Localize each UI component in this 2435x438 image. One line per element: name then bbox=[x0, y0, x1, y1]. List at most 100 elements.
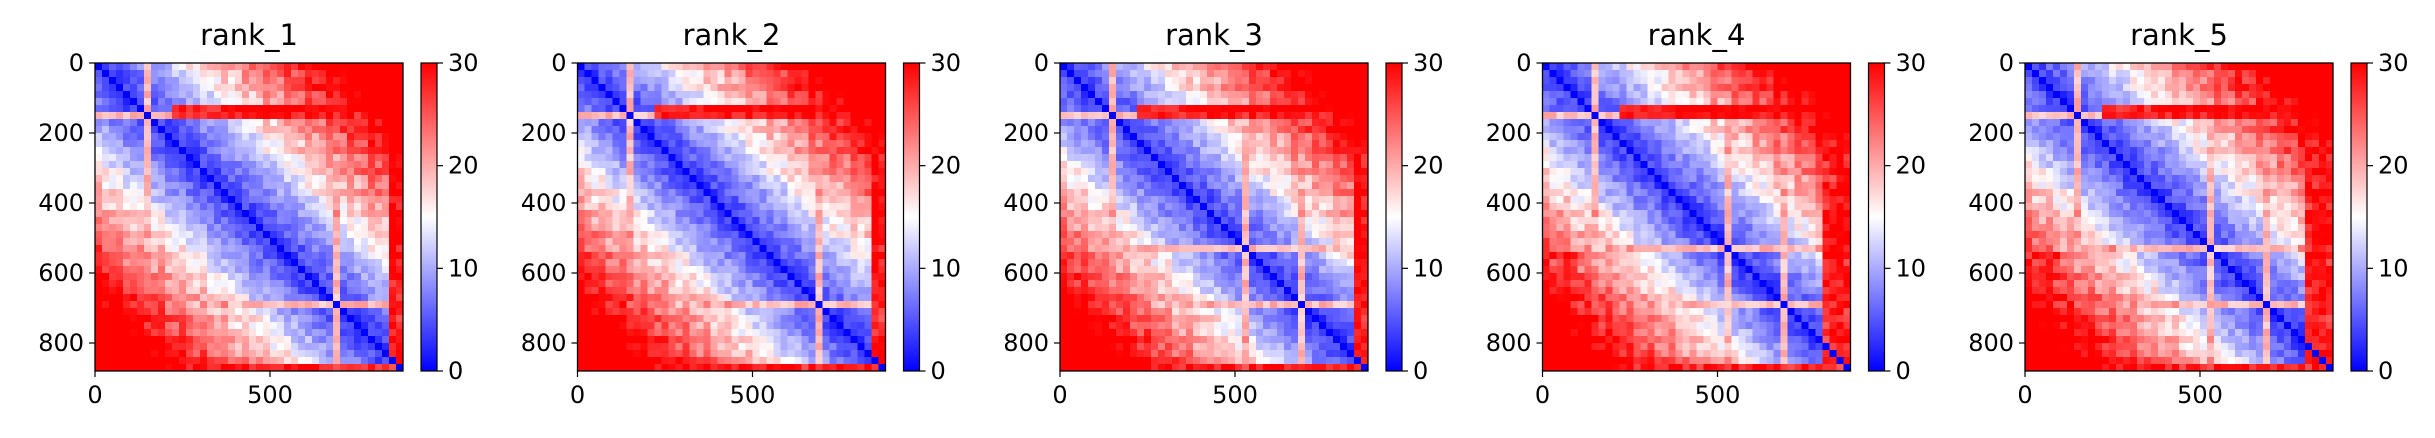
heatmap-cell bbox=[1067, 168, 1075, 176]
heatmap-cell bbox=[396, 315, 404, 323]
heatmap-cell bbox=[1151, 175, 1159, 183]
heatmap-cell bbox=[102, 336, 110, 344]
heatmap-cell bbox=[633, 357, 641, 365]
heatmap-cell bbox=[172, 91, 180, 99]
heatmap-cell bbox=[724, 217, 732, 225]
heatmap-cell bbox=[1256, 196, 1264, 204]
heatmap-cell bbox=[878, 105, 886, 113]
heatmap-cell bbox=[794, 343, 802, 351]
heatmap-cell bbox=[123, 112, 131, 120]
heatmap-cell bbox=[801, 98, 809, 106]
heatmap-cell bbox=[221, 364, 229, 372]
heatmap-cell bbox=[759, 329, 767, 337]
heatmap-cell bbox=[696, 77, 704, 85]
heatmap-cell bbox=[1151, 119, 1159, 127]
heatmap-cell bbox=[1277, 112, 1285, 120]
heatmap-cell bbox=[829, 182, 837, 190]
heatmap-cell bbox=[151, 224, 159, 232]
heatmap-cell bbox=[396, 91, 404, 99]
heatmap-cell bbox=[165, 357, 173, 365]
heatmap-cell bbox=[1074, 231, 1082, 239]
heatmap-cell bbox=[116, 308, 124, 316]
heatmap-cell bbox=[1340, 203, 1348, 211]
heatmap-cell bbox=[130, 196, 138, 204]
heatmap-cell bbox=[1298, 175, 1306, 183]
heatmap-cell bbox=[661, 203, 669, 211]
heatmap-cell bbox=[1116, 161, 1124, 169]
heatmap-cell bbox=[822, 343, 830, 351]
heatmap-cell bbox=[144, 77, 152, 85]
heatmap-cell bbox=[347, 329, 355, 337]
heatmap-cell bbox=[626, 287, 634, 295]
y-tick-label: 800 bbox=[38, 329, 84, 357]
heatmap-cell bbox=[850, 175, 858, 183]
heatmap-cell bbox=[598, 231, 606, 239]
heatmap-cell bbox=[270, 336, 278, 344]
heatmap-cell bbox=[361, 196, 369, 204]
heatmap-cell bbox=[361, 259, 369, 267]
heatmap-cell bbox=[591, 84, 599, 92]
heatmap-cell bbox=[130, 350, 138, 358]
heatmap-cell bbox=[95, 133, 103, 141]
heatmap-cell bbox=[256, 336, 264, 344]
heatmap-cell bbox=[242, 126, 250, 134]
heatmap-cell bbox=[172, 105, 180, 113]
heatmap-cell bbox=[878, 329, 886, 337]
heatmap-cell bbox=[200, 350, 208, 358]
heatmap-cell bbox=[340, 147, 348, 155]
heatmap-cell bbox=[668, 217, 676, 225]
heatmap-cell bbox=[375, 154, 383, 162]
heatmap-cell bbox=[815, 329, 823, 337]
heatmap-cell bbox=[214, 196, 222, 204]
heatmap-cell bbox=[787, 140, 795, 148]
heatmap-cell bbox=[144, 91, 152, 99]
heatmap-cell bbox=[270, 301, 278, 309]
heatmap-cell bbox=[1144, 196, 1152, 204]
heatmap-cell bbox=[172, 336, 180, 344]
heatmap-cell bbox=[633, 105, 641, 113]
heatmap-cell bbox=[193, 259, 201, 267]
heatmap-cell bbox=[1081, 84, 1089, 92]
heatmap-cell bbox=[703, 280, 711, 288]
heatmap-cell bbox=[759, 280, 767, 288]
heatmap-cell bbox=[200, 315, 208, 323]
heatmap-cell bbox=[1179, 63, 1187, 71]
heatmap-cell bbox=[326, 350, 334, 358]
heatmap-cell bbox=[137, 154, 145, 162]
heatmap-cell bbox=[626, 140, 634, 148]
heatmap-cell bbox=[843, 105, 851, 113]
heatmap-cell bbox=[633, 224, 641, 232]
heatmap-cell bbox=[298, 273, 306, 281]
heatmap-cell bbox=[179, 112, 187, 120]
heatmap-cell bbox=[207, 161, 215, 169]
y-tick-label: 800 bbox=[521, 329, 567, 357]
heatmap-cell bbox=[221, 133, 229, 141]
heatmap-cell bbox=[815, 357, 823, 365]
heatmap-cell bbox=[214, 280, 222, 288]
heatmap-cell bbox=[787, 357, 795, 365]
heatmap-cell bbox=[242, 154, 250, 162]
heatmap-cell bbox=[668, 259, 676, 267]
heatmap-cell bbox=[221, 98, 229, 106]
heatmap-cell bbox=[675, 70, 683, 78]
heatmap-cell bbox=[1151, 224, 1159, 232]
heatmap-cell bbox=[319, 364, 327, 372]
heatmap-cell bbox=[759, 70, 767, 78]
heatmap-cell bbox=[794, 91, 802, 99]
heatmap-cell bbox=[249, 119, 257, 127]
heatmap-cell bbox=[696, 126, 704, 134]
heatmap-cell bbox=[158, 343, 166, 351]
heatmap-cell bbox=[1060, 112, 1068, 120]
heatmap-cell bbox=[850, 119, 858, 127]
heatmap-cell bbox=[116, 168, 124, 176]
heatmap-cell bbox=[1074, 119, 1082, 127]
heatmap-cell bbox=[1263, 147, 1271, 155]
heatmap-cell bbox=[326, 252, 334, 260]
heatmap-cell bbox=[298, 287, 306, 295]
heatmap-cell bbox=[116, 70, 124, 78]
heatmap-cell bbox=[836, 231, 844, 239]
heatmap-cell bbox=[1312, 126, 1320, 134]
heatmap-cell bbox=[333, 98, 341, 106]
heatmap-cell bbox=[710, 322, 718, 330]
heatmap-cell bbox=[193, 84, 201, 92]
